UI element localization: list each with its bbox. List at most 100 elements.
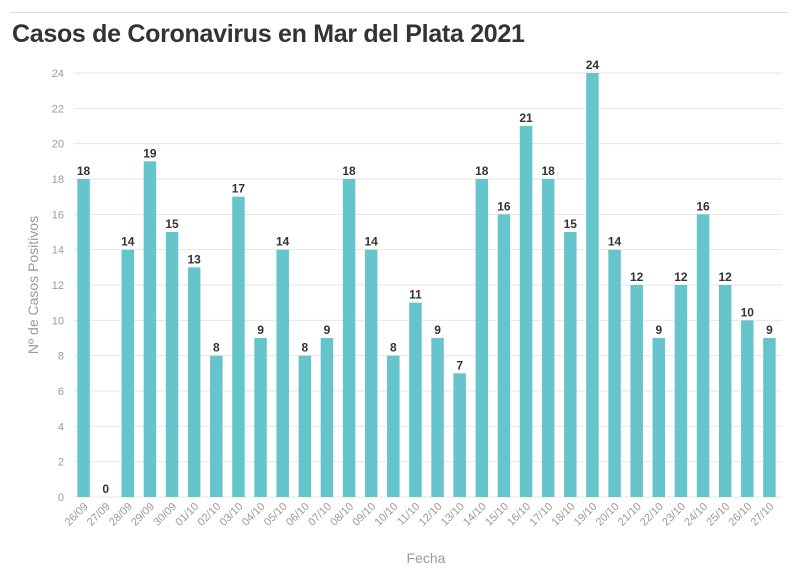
- x-axis-ticks: 26/0927/0928/0929/0930/0901/1002/1003/10…: [63, 501, 777, 529]
- x-tick-label: 03/10: [218, 501, 246, 529]
- bar: [475, 179, 489, 497]
- bar: [696, 214, 710, 498]
- bar: [254, 338, 267, 497]
- bar-value-label: 14: [276, 235, 290, 249]
- x-tick-label: 23/10: [660, 501, 688, 529]
- x-tick-label: 07/10: [306, 501, 334, 529]
- bar: [187, 267, 201, 497]
- y-tick-label: 18: [52, 174, 64, 186]
- bar-value-label: 11: [409, 288, 422, 302]
- bars: [77, 73, 776, 498]
- x-tick-label: 27/10: [749, 501, 777, 529]
- x-tick-label: 10/10: [372, 501, 400, 529]
- bar: [320, 338, 334, 497]
- bar: [652, 338, 666, 497]
- x-tick-label: 04/10: [240, 501, 268, 529]
- bar: [77, 179, 90, 497]
- bar: [674, 285, 688, 497]
- x-tick-label: 29/09: [129, 501, 157, 529]
- x-tick-label: 27/09: [85, 501, 113, 529]
- x-tick-label: 08/10: [328, 501, 356, 529]
- bar-value-label: 8: [301, 341, 308, 355]
- bar-value-label: 8: [390, 341, 397, 355]
- bar-value-label: 24: [586, 58, 600, 72]
- bar-value-label: 12: [674, 270, 688, 284]
- bar-value-label: 18: [542, 164, 556, 178]
- top-divider: [10, 12, 788, 13]
- bar-value-labels: 18 0 14 19 15 13 8 17 9 14 8 9 18 14 8 11 9 7 18 16 21 18 15 24…: [77, 58, 773, 496]
- y-tick-label: 0: [58, 492, 64, 504]
- x-tick-label: 19/10: [572, 501, 600, 529]
- x-tick-label: 01/10: [173, 501, 201, 529]
- bar-value-label: 9: [766, 323, 773, 337]
- bar: [276, 249, 289, 497]
- bar: [298, 355, 312, 497]
- bar-value-label: 8: [213, 341, 220, 355]
- y-tick-label: 4: [58, 421, 64, 433]
- y-tick-label: 8: [58, 351, 64, 363]
- bar-value-label: 12: [630, 270, 644, 284]
- bar: [630, 285, 643, 497]
- bar-value-label: 18: [77, 164, 91, 178]
- x-tick-label: 05/10: [262, 501, 290, 529]
- bar-value-label: 14: [365, 235, 379, 249]
- x-tick-label: 11/10: [395, 501, 422, 528]
- bar: [165, 232, 179, 497]
- bar-value-label: 15: [165, 217, 179, 231]
- bar-value-label: 9: [257, 323, 264, 337]
- bar: [232, 196, 245, 497]
- y-tick-label: 20: [52, 139, 64, 151]
- bar: [143, 161, 157, 498]
- bar: [586, 73, 599, 497]
- bar-value-label: 21: [519, 111, 533, 125]
- bar: [718, 285, 732, 497]
- y-tick-label: 22: [52, 103, 64, 115]
- y-tick-label: 2: [58, 457, 64, 469]
- bar: [741, 320, 754, 497]
- bar-value-label: 12: [719, 270, 733, 284]
- y-tick-label: 16: [52, 209, 64, 221]
- x-tick-label: 22/10: [638, 501, 666, 529]
- bar: [519, 126, 533, 497]
- x-tick-label: 30/09: [151, 501, 179, 529]
- y-tick-label: 6: [58, 386, 64, 398]
- bar-value-label: 14: [121, 235, 135, 249]
- bar-value-label: 7: [456, 358, 463, 372]
- bar: [763, 338, 776, 497]
- x-tick-label: 20/10: [594, 501, 622, 529]
- bar-value-label: 17: [232, 182, 246, 196]
- bar-value-label: 14: [608, 235, 622, 249]
- bar: [210, 355, 223, 497]
- x-tick-label: 17/10: [527, 501, 555, 529]
- bar: [564, 232, 577, 497]
- bar: [364, 249, 378, 497]
- x-tick-label: 26/09: [63, 501, 91, 529]
- bar-value-label: 10: [741, 305, 755, 319]
- x-tick-label: 15/10: [483, 501, 511, 529]
- bar-value-label: 18: [342, 164, 356, 178]
- bar: [409, 302, 422, 497]
- x-tick-label: 25/10: [704, 501, 732, 529]
- bar-value-label: 0: [102, 482, 109, 496]
- x-tick-label: 09/10: [350, 501, 378, 529]
- x-tick-label: 24/10: [682, 501, 710, 529]
- bar: [453, 373, 466, 497]
- x-axis-title: Fecha: [407, 550, 446, 566]
- bar-value-label: 19: [143, 146, 157, 160]
- x-tick-label: 12/10: [417, 501, 445, 529]
- chart-title: Casos de Coronavirus en Mar del Plata 20…: [12, 20, 525, 48]
- x-tick-label: 26/10: [726, 501, 754, 529]
- bar: [121, 249, 135, 497]
- x-tick-label: 21/10: [616, 501, 644, 529]
- x-tick-label: 13/10: [439, 501, 467, 529]
- bar-value-label: 9: [434, 323, 441, 337]
- bar-value-label: 9: [655, 323, 662, 337]
- bar: [387, 355, 400, 497]
- bar-value-label: 18: [475, 164, 489, 178]
- y-axis-title: Nº de Casos Positivos: [25, 216, 41, 354]
- bar-value-label: 16: [696, 199, 710, 213]
- x-tick-label: 02/10: [195, 501, 223, 529]
- y-tick-label: 10: [52, 315, 64, 327]
